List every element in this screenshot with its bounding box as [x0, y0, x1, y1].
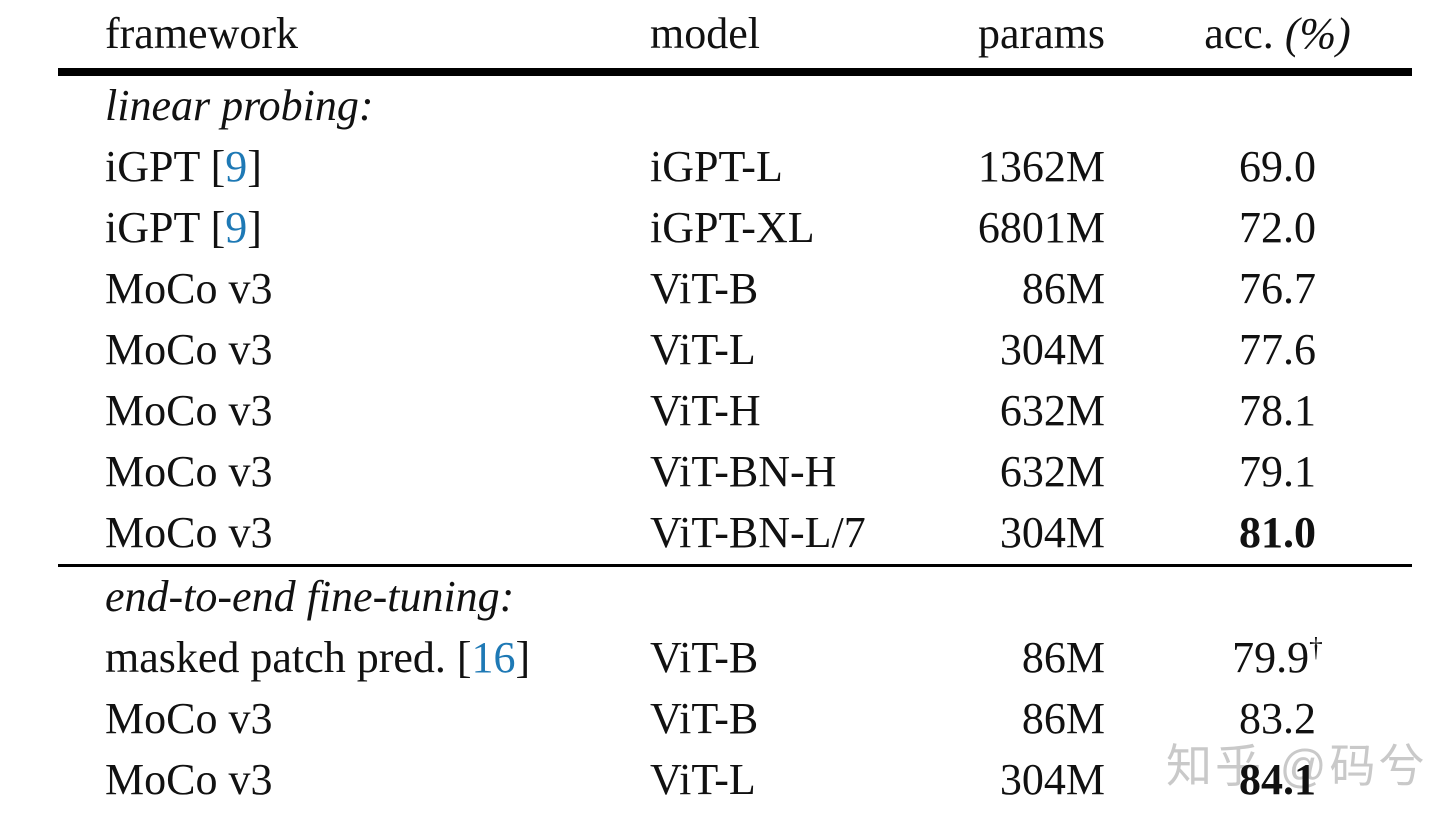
table-row: MoCo v3 ViT-BN-L/7 304M 81.0 — [58, 503, 1412, 566]
citation-link[interactable]: 16 — [471, 633, 516, 683]
col-header-acc: acc. (%) — [1105, 0, 1412, 72]
section-header-row: linear probing: — [58, 72, 1412, 137]
framework-cell: MoCo v3 — [105, 447, 273, 497]
section-label: end-to-end fine-tuning: — [105, 572, 515, 622]
acc-value: 78.1 — [1239, 386, 1316, 436]
acc-value: 84.1 — [1239, 755, 1316, 805]
table-row: MoCo v3 ViT-B 86M 83.2 — [58, 689, 1412, 750]
acc-cell: 77.6 — [1105, 320, 1412, 381]
params-cell: 632M — [999, 386, 1105, 436]
acc-value: 81.0 — [1239, 508, 1316, 558]
model-cell: ViT-B — [650, 264, 759, 314]
model-cell: iGPT-L — [650, 142, 783, 192]
table-row: MoCo v3 ViT-L 304M 77.6 — [58, 320, 1412, 381]
framework-cell: MoCo v3 — [105, 755, 273, 805]
acc-value: 69.0 — [1239, 142, 1316, 192]
acc-value: 77.6 — [1239, 325, 1316, 375]
model-cell: ViT-L — [650, 755, 756, 805]
table-row: MoCo v3 ViT-BN-H 632M 79.1 — [58, 442, 1412, 503]
acc-cell: 84.1 — [1105, 750, 1412, 811]
framework-cell: iGPT [9] — [105, 203, 262, 253]
model-cell: ViT-B — [650, 694, 759, 744]
params-cell: 6801M — [977, 203, 1105, 253]
acc-value: 79.9 — [1232, 633, 1310, 683]
framework-cell: iGPT [9] — [105, 142, 262, 192]
params-cell: 304M — [999, 325, 1105, 375]
table-header: framework model params acc. (%) — [58, 0, 1412, 72]
model-cell: ViT-B — [650, 633, 759, 683]
results-table: framework model params acc. (%) linear p… — [58, 0, 1412, 811]
col-header-params: params — [977, 8, 1105, 58]
framework-cell: masked patch pred. [16] — [105, 633, 531, 683]
framework-cell: MoCo v3 — [105, 508, 273, 558]
acc-value: 79.1 — [1239, 447, 1316, 497]
params-cell: 304M — [999, 755, 1105, 805]
col-header-model: model — [650, 8, 760, 58]
section-header-row: end-to-end fine-tuning: — [58, 565, 1412, 629]
acc-cell: 78.1 — [1105, 381, 1412, 442]
acc-cell: 72.0 — [1105, 198, 1412, 259]
params-cell: 86M — [1021, 694, 1105, 744]
acc-cell: 79.9† — [1105, 628, 1412, 689]
model-cell: ViT-H — [650, 386, 761, 436]
table-row: MoCo v3 ViT-B 86M 76.7 — [58, 259, 1412, 320]
acc-cell: 83.2 — [1105, 689, 1412, 750]
table-row: MoCo v3 ViT-L 304M 84.1 — [58, 750, 1412, 811]
model-cell: ViT-L — [650, 325, 756, 375]
acc-cell: 69.0 — [1105, 137, 1412, 198]
params-cell: 86M — [1021, 633, 1105, 683]
params-cell: 304M — [999, 508, 1105, 558]
table-row: iGPT [9] iGPT-L 1362M 69.0 — [58, 137, 1412, 198]
table-row: masked patch pred. [16] ViT-B 86M 79.9† — [58, 628, 1412, 689]
acc-value: 72.0 — [1239, 203, 1316, 253]
acc-cell: 76.7 — [1105, 259, 1412, 320]
framework-cell: MoCo v3 — [105, 386, 273, 436]
acc-value: 76.7 — [1239, 264, 1316, 314]
params-cell: 1362M — [977, 142, 1105, 192]
citation-link[interactable]: 9 — [225, 203, 248, 253]
model-cell: ViT-BN-L/7 — [650, 508, 866, 558]
dagger-footnote-marker: † — [1309, 632, 1323, 663]
header-row: framework model params acc. (%) — [58, 0, 1412, 72]
model-cell: iGPT-XL — [650, 203, 815, 253]
params-cell: 632M — [999, 447, 1105, 497]
citation-link[interactable]: 9 — [225, 142, 248, 192]
zhihu-watermark: 知乎 @码兮 — [1166, 740, 1428, 792]
acc-cell: 79.1 — [1105, 442, 1412, 503]
model-cell: ViT-BN-H — [650, 447, 837, 497]
framework-cell: MoCo v3 — [105, 325, 273, 375]
acc-cell: 81.0 — [1105, 503, 1412, 566]
framework-cell: MoCo v3 — [105, 264, 273, 314]
table-row: iGPT [9] iGPT-XL 6801M 72.0 — [58, 198, 1412, 259]
table-body: linear probing: iGPT [9] iGPT-L 1362M 69.0 iG… — [58, 72, 1412, 811]
acc-value: 83.2 — [1239, 694, 1316, 744]
col-header-framework: framework — [105, 8, 299, 58]
col-header-acc-percent: (%) — [1284, 8, 1351, 58]
params-cell: 86M — [1021, 264, 1105, 314]
framework-cell: MoCo v3 — [105, 694, 273, 744]
col-header-acc-text: acc. — [1204, 8, 1285, 58]
table-row: MoCo v3 ViT-H 632M 78.1 — [58, 381, 1412, 442]
section-label: linear probing: — [105, 81, 374, 131]
